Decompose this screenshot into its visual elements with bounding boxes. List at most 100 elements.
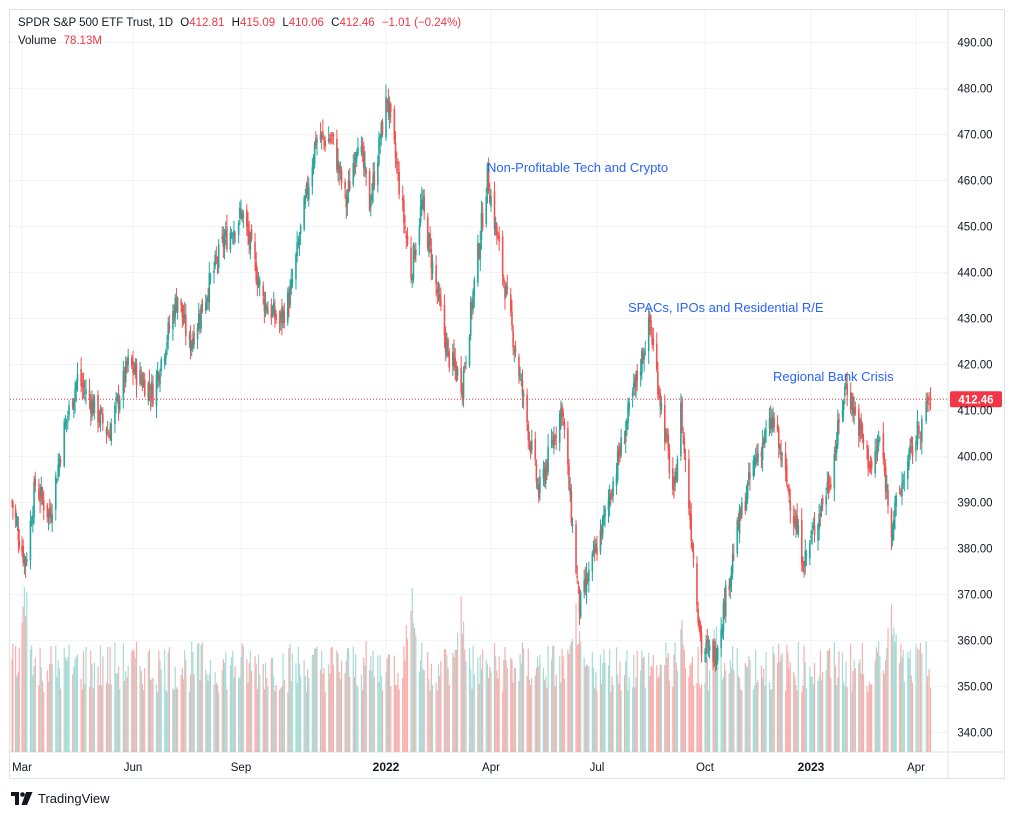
volume-bar — [811, 676, 813, 752]
volume-bar — [520, 663, 522, 752]
candle-body — [473, 278, 476, 297]
candle-body — [330, 139, 332, 141]
chart-frame[interactable] — [9, 9, 1005, 779]
candle-body — [862, 440, 865, 443]
volume-bar — [282, 653, 284, 752]
candle-body — [736, 520, 739, 554]
candle-body — [883, 464, 886, 472]
volume-bar — [853, 659, 855, 752]
volume-bar — [150, 679, 152, 752]
candle-body — [846, 384, 848, 395]
candle-body — [230, 233, 233, 236]
candle-body — [22, 546, 25, 563]
volume-bar — [717, 644, 719, 752]
volume-bar — [610, 692, 612, 752]
candle-body — [554, 439, 556, 441]
candle-body — [485, 196, 488, 225]
y-tick-label: 490.00 — [957, 38, 992, 50]
volume-bar — [725, 670, 727, 752]
volume-bar — [332, 664, 334, 752]
volume-bar — [385, 672, 387, 752]
candle-body — [713, 646, 716, 660]
candle-body — [628, 402, 630, 410]
candle-body — [332, 134, 335, 137]
volume-bar — [886, 647, 888, 752]
candle-body — [911, 445, 914, 457]
volume-bar — [177, 688, 179, 752]
candle-body — [248, 230, 250, 245]
chart-annotation[interactable]: SPACs, IPOs and Residential R/E — [628, 300, 824, 315]
candle-body — [452, 352, 454, 366]
candle-body — [206, 298, 208, 303]
volume-label[interactable]: Volume — [18, 35, 57, 47]
volume-bar — [834, 666, 837, 752]
candle-body — [747, 471, 750, 480]
candle-body — [543, 469, 546, 482]
candle-body — [720, 629, 722, 649]
volume-bar — [297, 647, 299, 752]
volume-bar — [270, 658, 273, 752]
volume-bar — [461, 634, 463, 752]
candle-body — [618, 447, 620, 458]
candle-body — [805, 553, 808, 556]
low-label: L — [282, 17, 289, 29]
candle-body — [270, 304, 273, 319]
candle-body — [176, 298, 179, 313]
candle-body — [680, 402, 682, 457]
volume-bar — [603, 648, 605, 752]
volume-bar — [833, 642, 835, 752]
candle-body — [738, 508, 741, 534]
volume-bar — [377, 655, 379, 752]
candle-body — [866, 445, 868, 448]
chart-annotation[interactable]: Non-Profitable Tech and Crypto — [487, 160, 668, 175]
candle-body — [185, 315, 187, 337]
candle-body — [167, 322, 170, 340]
candle-body — [147, 383, 150, 401]
chart-annotation[interactable]: Regional Bank Crisis — [773, 369, 894, 384]
tradingview-logo-icon — [11, 791, 33, 805]
candle-body — [769, 417, 772, 430]
volume-bar — [119, 688, 121, 752]
candle-body — [916, 421, 919, 446]
volume-bar — [92, 688, 94, 752]
volume-bar — [125, 671, 127, 752]
candle-body — [196, 327, 199, 340]
candle-body — [784, 452, 787, 471]
candle-body — [345, 194, 348, 208]
candle-body — [683, 437, 686, 454]
volume-bar — [429, 690, 431, 752]
candle-body — [140, 373, 143, 380]
candle-body — [462, 370, 465, 400]
volume-bar — [452, 652, 454, 752]
volume-bar — [23, 587, 26, 752]
volume-bar — [295, 663, 297, 752]
candle-body — [601, 517, 604, 535]
volume-bar — [827, 650, 830, 752]
volume-bar — [599, 654, 602, 752]
volume-bar — [49, 663, 51, 752]
candle-body — [199, 319, 201, 323]
volume-bar — [723, 662, 726, 752]
volume-bar — [122, 643, 124, 752]
candle-body — [576, 575, 578, 579]
volume-bar — [166, 692, 168, 752]
candle-body — [570, 491, 573, 523]
volume-bar — [41, 680, 44, 752]
volume-bar — [850, 643, 852, 752]
volume-bar — [623, 675, 626, 752]
candle-body — [690, 514, 693, 541]
tradingview-branding[interactable]: TradingView — [11, 789, 110, 807]
symbol-label[interactable]: SPDR S&P 500 ETF Trust, 1D — [18, 17, 174, 29]
candle-body — [553, 435, 555, 449]
candle-body — [591, 553, 594, 572]
volume-bar — [728, 673, 730, 752]
volume-bar — [388, 654, 391, 752]
close-value: 412.46 — [339, 17, 375, 29]
candle-body — [707, 645, 710, 647]
volume-bar — [518, 681, 520, 752]
volume-bar — [744, 663, 746, 752]
volume-bar — [576, 645, 578, 752]
candle-body — [373, 171, 376, 186]
volume-bar — [319, 669, 322, 752]
